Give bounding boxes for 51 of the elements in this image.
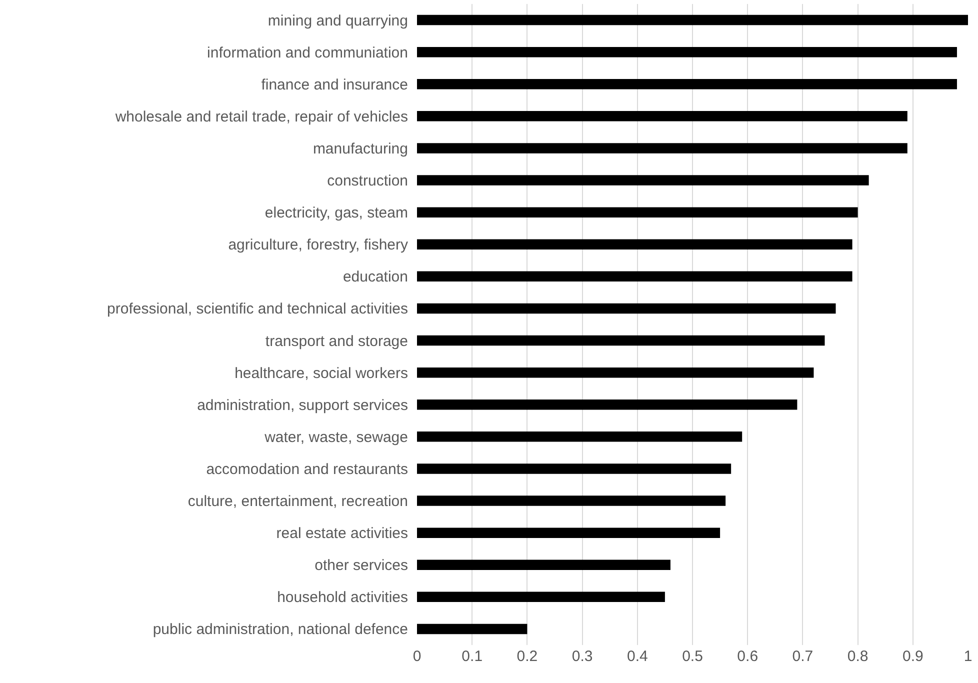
y-tick-label: education xyxy=(342,268,408,286)
y-tick-label: construction xyxy=(327,172,408,190)
x-tick-label: 0 xyxy=(412,648,422,665)
bar xyxy=(417,624,528,634)
bar xyxy=(417,528,720,538)
x-tick-label: 0.6 xyxy=(737,648,758,665)
y-tick-label: agriculture, forestry, fishery xyxy=(228,236,408,254)
y-tick-label: other services xyxy=(314,557,408,574)
y-tick-label: information and communiation xyxy=(207,44,408,62)
bar xyxy=(417,592,665,602)
x-tick-label: 0.3 xyxy=(572,648,593,665)
y-tick-label: accomodation and restaurants xyxy=(206,460,408,478)
bar xyxy=(417,271,852,282)
y-tick-label: professional, scientific and technical activities xyxy=(107,300,408,318)
y-tick-label: finance and insurance xyxy=(261,76,408,94)
bar xyxy=(417,14,968,26)
x-tick-label: 0.8 xyxy=(847,648,868,665)
y-tick-label: administration, support services xyxy=(197,396,408,414)
x-tick-label: 0.9 xyxy=(902,648,924,665)
bar xyxy=(417,303,836,314)
bar xyxy=(417,496,726,506)
y-tick-label: manufacturing xyxy=(312,140,408,158)
x-tick-label: 0.7 xyxy=(792,648,814,665)
x-tick-label: 0.5 xyxy=(682,648,703,665)
bar xyxy=(417,239,852,250)
x-tick-label: 0.1 xyxy=(462,648,483,665)
bar xyxy=(417,400,798,410)
bar xyxy=(417,432,742,442)
y-tick-label: healthcare, social workers xyxy=(234,364,408,382)
bar xyxy=(417,367,814,378)
y-tick-label: household activities xyxy=(277,589,408,606)
bar xyxy=(417,79,957,90)
x-tick-label: 1 xyxy=(964,648,972,665)
bar xyxy=(417,46,957,58)
bar xyxy=(417,464,732,474)
x-tick-label: 0.2 xyxy=(516,648,538,665)
bar xyxy=(417,207,858,218)
y-tick-label: culture, entertainment, recreation xyxy=(188,493,408,510)
y-tick-label: water, waste, sewage xyxy=(264,428,408,446)
x-tick-label: 0.4 xyxy=(626,648,648,665)
y-tick-label: transport and storage xyxy=(265,332,408,350)
y-tick-label: wholesale and retail trade, repair of vehicles xyxy=(114,108,408,126)
bar xyxy=(417,335,825,346)
bar xyxy=(417,560,670,570)
bar xyxy=(417,175,869,186)
y-tick-label: public administration, national defence xyxy=(152,621,408,638)
bar xyxy=(417,111,908,122)
y-tick-label: electricity, gas, steam xyxy=(264,204,408,222)
bar xyxy=(417,143,908,154)
y-tick-label: real estate activities xyxy=(276,525,408,542)
y-tick-label: mining and quarrying xyxy=(268,12,408,30)
